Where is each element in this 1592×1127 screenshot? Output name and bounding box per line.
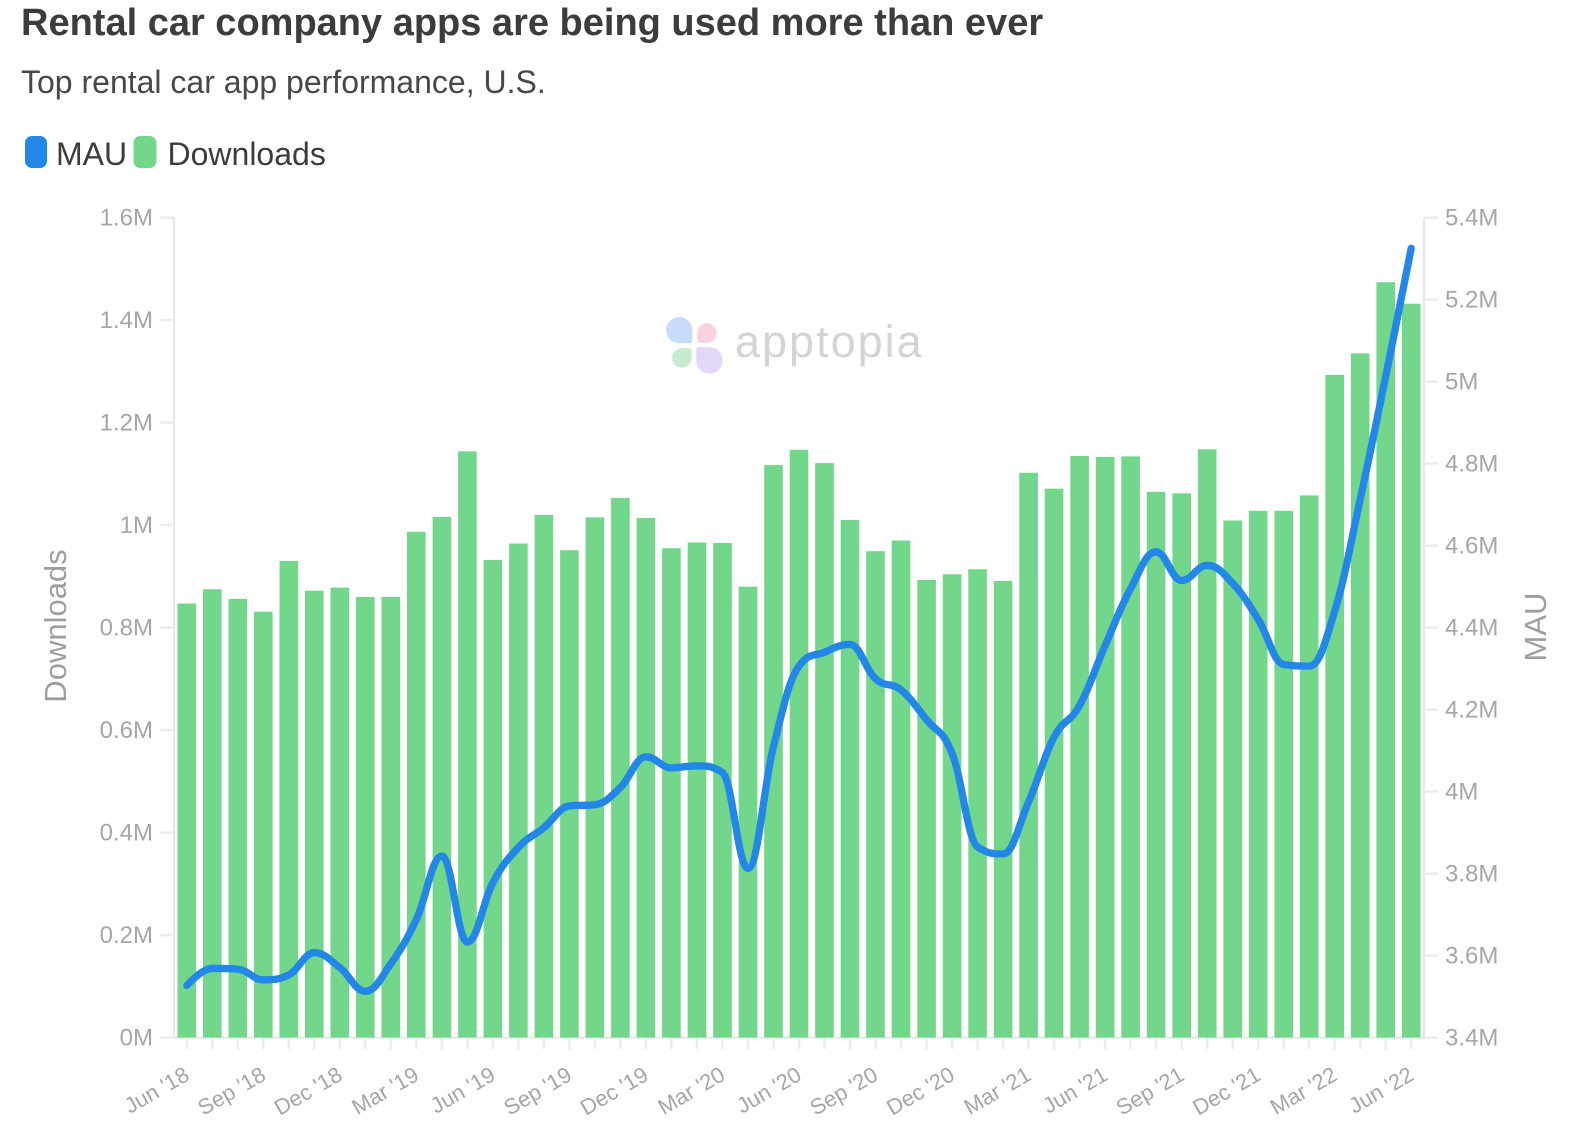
svg-text:4.6M: 4.6M	[1445, 533, 1498, 560]
svg-text:0.2M: 0.2M	[100, 922, 153, 949]
svg-text:0.8M: 0.8M	[100, 615, 153, 642]
svg-text:Dec '21: Dec '21	[1188, 1062, 1265, 1121]
svg-text:Mar '21: Mar '21	[960, 1062, 1035, 1120]
svg-text:Jun '22: Jun '22	[1344, 1062, 1417, 1119]
svg-text:Dec '20: Dec '20	[882, 1062, 959, 1121]
svg-text:4M: 4M	[1445, 779, 1478, 806]
svg-text:Downloads: Downloads	[168, 136, 326, 172]
svg-text:Sep '18: Sep '18	[193, 1062, 270, 1121]
svg-text:1.2M: 1.2M	[100, 410, 153, 437]
svg-text:4.8M: 4.8M	[1445, 451, 1498, 478]
svg-text:Sep '21: Sep '21	[1112, 1062, 1189, 1121]
svg-text:5.4M: 5.4M	[1445, 205, 1498, 232]
svg-text:Dec '18: Dec '18	[270, 1062, 347, 1121]
svg-text:1.4M: 1.4M	[100, 307, 153, 334]
svg-text:4.4M: 4.4M	[1445, 615, 1498, 642]
svg-text:0M: 0M	[120, 1025, 153, 1052]
svg-text:5M: 5M	[1445, 369, 1478, 396]
svg-text:Mar '22: Mar '22	[1266, 1062, 1341, 1120]
svg-text:Rental car company apps are be: Rental car company apps are being used m…	[21, 2, 1043, 44]
svg-text:5.2M: 5.2M	[1445, 287, 1498, 314]
svg-text:Jun '21: Jun '21	[1038, 1062, 1111, 1119]
svg-text:Mar '19: Mar '19	[347, 1062, 422, 1120]
svg-text:1M: 1M	[120, 512, 153, 539]
svg-text:Jun '18: Jun '18	[120, 1062, 193, 1119]
svg-text:0.4M: 0.4M	[100, 820, 153, 847]
svg-text:3.6M: 3.6M	[1445, 943, 1498, 970]
svg-text:1.6M: 1.6M	[100, 205, 153, 232]
svg-text:Jun '19: Jun '19	[426, 1062, 499, 1119]
svg-text:3.4M: 3.4M	[1445, 1025, 1498, 1052]
svg-text:3.8M: 3.8M	[1445, 861, 1498, 888]
svg-text:MAU: MAU	[1518, 593, 1553, 662]
svg-text:Jun '20: Jun '20	[732, 1062, 805, 1119]
svg-text:MAU: MAU	[56, 136, 127, 172]
svg-text:Sep '20: Sep '20	[805, 1062, 882, 1121]
svg-text:apptopia: apptopia	[735, 316, 924, 367]
svg-text:Top rental car app performance: Top rental car app performance, U.S.	[21, 64, 546, 100]
svg-text:4.2M: 4.2M	[1445, 697, 1498, 724]
svg-text:0.6M: 0.6M	[100, 717, 153, 744]
svg-text:Downloads: Downloads	[38, 549, 73, 702]
svg-text:Dec '19: Dec '19	[576, 1062, 653, 1121]
svg-text:Mar '20: Mar '20	[654, 1062, 729, 1120]
svg-text:Sep '19: Sep '19	[499, 1062, 576, 1121]
